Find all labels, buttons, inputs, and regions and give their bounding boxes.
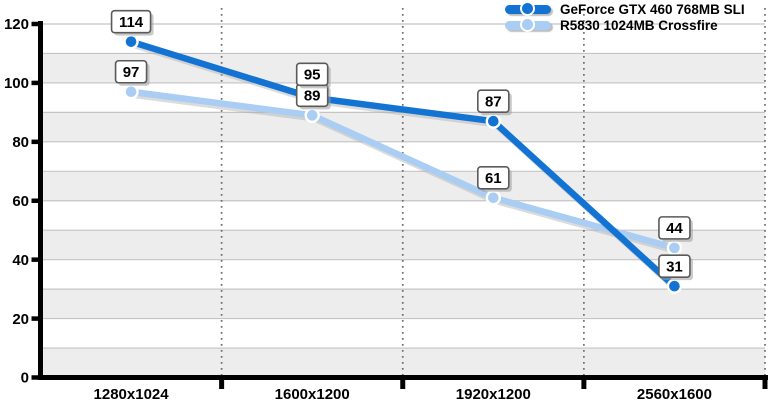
data-label: 95 <box>304 67 321 84</box>
grid-band <box>40 171 765 201</box>
data-label: 61 <box>485 170 502 187</box>
data-point <box>304 107 320 124</box>
data-label-box <box>114 59 148 84</box>
legend-label: R5830 1024MB Crossfire <box>560 17 718 33</box>
data-label: 89 <box>304 88 321 105</box>
data-label-box <box>110 9 152 34</box>
grid-band <box>40 289 765 319</box>
y-axis-label: 60 <box>12 193 29 210</box>
legend-item-r5830: R5830 1024MB Crossfire <box>505 17 745 33</box>
y-axis-label: 100 <box>4 75 29 92</box>
y-axis-label: 80 <box>12 134 29 151</box>
series-line-0 <box>127 38 678 290</box>
data-label-box <box>658 254 691 278</box>
x-axis-label: 2560x1600 <box>637 386 712 403</box>
data-point <box>485 113 502 129</box>
data-label: 44 <box>666 220 683 237</box>
y-axis-label: 20 <box>12 311 29 328</box>
data-point <box>666 240 683 256</box>
data-label-box <box>477 166 510 190</box>
data-label-box <box>295 62 329 87</box>
data-point <box>123 33 139 50</box>
legend-label: GeForce GTX 460 768MB SLI <box>560 1 745 17</box>
x-axis-label: 1280x1024 <box>94 386 170 403</box>
data-label: 97 <box>123 64 140 81</box>
series-line-1 <box>127 88 678 252</box>
series-marker-icon <box>505 17 551 33</box>
data-point <box>485 190 502 206</box>
data-point <box>666 278 683 294</box>
data-label-box <box>477 89 510 114</box>
data-label-box <box>658 216 691 240</box>
y-axis-label: 0 <box>21 370 29 387</box>
data-label: 114 <box>119 14 144 31</box>
data-point <box>123 84 139 100</box>
y-axis-label: 40 <box>12 252 29 269</box>
x-axis-label: 1600x1200 <box>275 386 350 403</box>
legend-item-geforce: GeForce GTX 460 768MB SLI <box>505 1 745 17</box>
x-axis-label: 1920x1200 <box>456 386 531 403</box>
data-label: 31 <box>666 258 683 275</box>
data-label: 87 <box>485 93 502 110</box>
y-axis-label: 120 <box>4 16 29 33</box>
series-marker-icon <box>505 1 551 17</box>
chart-legend: GeForce GTX 460 768MB SLI R5830 1024MB C… <box>505 1 745 33</box>
